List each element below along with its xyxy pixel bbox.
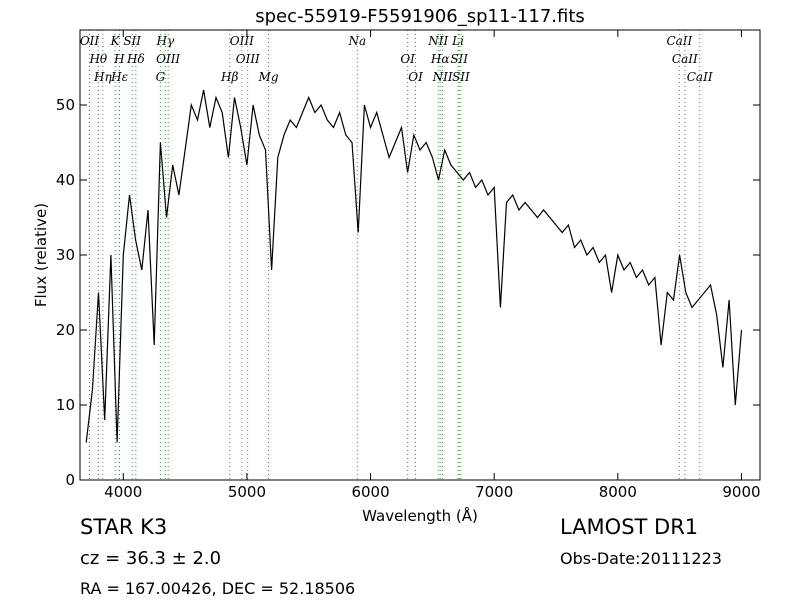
y-tick-label: 50 xyxy=(56,96,75,114)
spectral-line-label: CaII xyxy=(687,70,713,84)
spectral-line-label: Hθ xyxy=(88,52,107,66)
y-axis-label: Flux (relative) xyxy=(32,203,50,307)
spectral-line-label: SII xyxy=(123,34,141,48)
object-class: STAR K3 xyxy=(80,515,167,539)
spectral-line-label: Hβ xyxy=(220,70,238,84)
x-tick-label: 6000 xyxy=(351,483,389,501)
chart-title: spec-55919-F5591906_sp11-117.fits xyxy=(255,6,585,27)
spectral-line-label: K xyxy=(110,34,121,48)
spectral-line-label: OIII xyxy=(236,52,260,66)
spectral-line-label: OI xyxy=(400,52,415,66)
x-axis-label: Wavelength (Å) xyxy=(362,506,478,525)
spectral-line-label: SII xyxy=(452,70,470,84)
spectral-line-label: OIII xyxy=(230,34,254,48)
spectral-line-label: G xyxy=(156,70,166,84)
spectral-line-label: Hη xyxy=(93,70,112,84)
y-tick-label: 10 xyxy=(56,396,75,414)
obs-date: Obs-Date:20111223 xyxy=(560,549,722,568)
x-tick-label: 8000 xyxy=(599,483,637,501)
spectral-line-label: Hδ xyxy=(126,52,145,66)
spectral-line-label: NII xyxy=(427,34,448,48)
plot-frame xyxy=(79,29,761,481)
spectral-line-label: Mg xyxy=(258,70,279,84)
spectral-line-label: Hα xyxy=(430,52,450,66)
spectral-line-label: Hε xyxy=(110,70,128,84)
spectral-line-label: CaII xyxy=(672,52,698,66)
spectral-line-label: NII xyxy=(432,70,453,84)
survey: LAMOST DR1 xyxy=(560,515,698,539)
y-tick-label: 20 xyxy=(56,321,75,339)
redshift: cz = 36.3 ± 2.0 xyxy=(80,548,221,569)
spectral-line-label: Hγ xyxy=(155,34,174,48)
spectral-line-label: OI xyxy=(408,70,423,84)
x-tick-label: 7000 xyxy=(475,483,513,501)
x-tick-label: 4000 xyxy=(104,483,142,501)
spectral-line-label: SII xyxy=(450,52,468,66)
spectral-line-label: OII xyxy=(80,34,100,48)
spectral-line-label: CaII xyxy=(666,34,692,48)
spectral-line-label: Li xyxy=(451,34,464,48)
x-tick-label: 5000 xyxy=(228,483,266,501)
y-tick-label: 0 xyxy=(65,471,75,489)
spectral-line-label: OIII xyxy=(156,52,180,66)
spectral-line-label: Na xyxy=(347,34,366,48)
y-tick-label: 30 xyxy=(56,246,75,264)
spectrum-line xyxy=(85,89,743,443)
y-tick-label: 40 xyxy=(56,171,75,189)
coordinates: RA = 167.00426, DEC = 52.18506 xyxy=(80,579,355,598)
x-tick-label: 9000 xyxy=(722,483,760,501)
